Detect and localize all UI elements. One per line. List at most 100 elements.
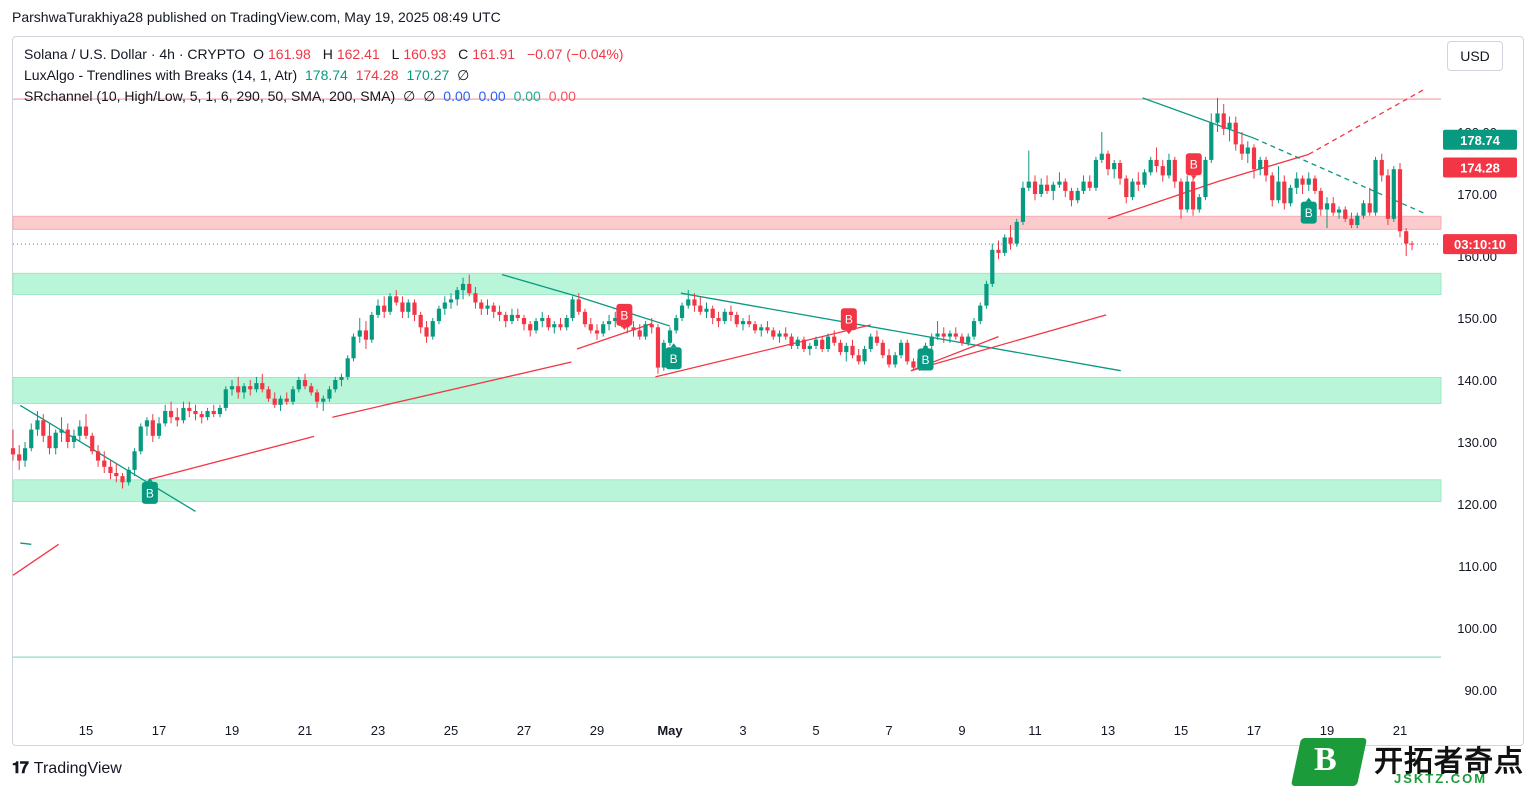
candle-body (594, 330, 600, 334)
sr-zones (12, 98, 1442, 658)
break-badge (616, 303, 633, 326)
candle-down (582, 308, 588, 328)
candle-down (400, 296, 405, 318)
candle-body (509, 314, 515, 322)
candle-body (168, 411, 174, 418)
currency-button[interactable]: USD (1447, 41, 1503, 71)
candle-up (254, 376, 259, 393)
candle-up (1099, 132, 1104, 163)
candle-body (740, 321, 746, 325)
candle-body (1203, 159, 1208, 198)
candle-up (601, 321, 606, 337)
candle-body (558, 324, 563, 328)
candle-down (996, 240, 1001, 260)
trendline (332, 361, 572, 418)
candle-body (436, 308, 442, 322)
support-zone (12, 272, 1442, 295)
candle-body (1051, 184, 1056, 191)
candle-body (382, 305, 387, 312)
candle-body (1154, 159, 1159, 167)
candle-down (558, 318, 563, 331)
candle-body (1245, 147, 1250, 154)
candle-body (83, 426, 89, 436)
candle-down (491, 302, 496, 318)
candle-down (65, 423, 70, 449)
candle-body (314, 392, 320, 402)
break-down-marker: B (616, 303, 633, 330)
candle-body (473, 293, 478, 303)
break-pointer (1190, 175, 1197, 180)
candle-body (1148, 159, 1153, 173)
candle-down (83, 414, 89, 439)
candle-body (467, 283, 472, 294)
candle-up (126, 466, 131, 486)
candle-up (460, 277, 466, 300)
trendline (501, 273, 579, 298)
srchannel-title[interactable]: SRchannel (10, High/Low, 5, 1, 6, 290, 5… (24, 88, 396, 104)
candle-body (1063, 181, 1068, 191)
x-tick-label: 27 (517, 723, 531, 738)
luxalgo-title[interactable]: LuxAlgo - Trendlines with Breaks (14, 1,… (24, 67, 298, 83)
candle-body (1117, 163, 1123, 179)
candle-up (1057, 172, 1062, 188)
x-tick-label: 29 (590, 723, 604, 738)
candle-body (327, 389, 332, 399)
trendline-projection (1253, 137, 1426, 215)
x-tick-label: 3 (739, 723, 746, 738)
candle-body (260, 383, 265, 390)
candle-body (309, 386, 314, 393)
candle-body (485, 305, 490, 309)
candle-body (217, 407, 223, 415)
candle-down (546, 314, 551, 331)
break-label: B (620, 308, 628, 322)
candle-up (1130, 178, 1135, 201)
candle-body (947, 333, 953, 337)
candle-down (1221, 104, 1226, 136)
candle-body (138, 426, 143, 452)
y-tick-label: 120.00 (1457, 497, 1497, 512)
candle-down (1300, 175, 1305, 194)
candle-body (601, 324, 606, 334)
candle-body (886, 355, 892, 365)
candle-body (825, 336, 831, 349)
candle-down (266, 386, 271, 402)
candle-down (1154, 147, 1159, 173)
time-axis: 15 17 19 21 23 25 27 29 May 3 5 7 9 11 13 15 17 19 21 (79, 723, 1407, 738)
candle-body (996, 249, 1001, 253)
break-badge (917, 348, 934, 371)
candle-down (236, 376, 241, 399)
trendlines (12, 88, 1426, 576)
candle-down (528, 321, 533, 337)
candle-up (552, 321, 557, 334)
candle-up (339, 373, 344, 387)
candle-up (825, 333, 831, 353)
candle-down (1367, 187, 1372, 216)
srchannel-value-5: 0.00 (513, 88, 541, 104)
candle-body (1221, 113, 1226, 129)
candle-body (77, 426, 82, 436)
candle-body (1263, 159, 1269, 176)
candle-up (375, 299, 381, 318)
candle-body (692, 299, 697, 306)
candle-body (1099, 153, 1104, 160)
candle-body (1190, 181, 1196, 210)
candle-body (17, 454, 22, 461)
tradingview-logo[interactable]: 𝟏𝟕 TradingView (12, 760, 122, 778)
candle-body (613, 318, 618, 322)
candle-down (1282, 175, 1287, 210)
break-up-marker: B (665, 343, 682, 370)
candle-up (674, 314, 679, 334)
candle-body (363, 330, 369, 340)
candle-body (205, 411, 210, 418)
candle-body (102, 460, 107, 467)
candle-body (820, 339, 825, 349)
candle-body (1270, 175, 1275, 201)
candle-down (1312, 175, 1318, 194)
candle-up (898, 339, 904, 359)
candle-body (351, 336, 356, 359)
break-label: B (1305, 206, 1313, 220)
symbol-title[interactable]: Solana / U.S. Dollar · 4h · CRYPTO (24, 46, 246, 62)
candle-body (497, 311, 502, 315)
break-pointer (146, 477, 153, 482)
